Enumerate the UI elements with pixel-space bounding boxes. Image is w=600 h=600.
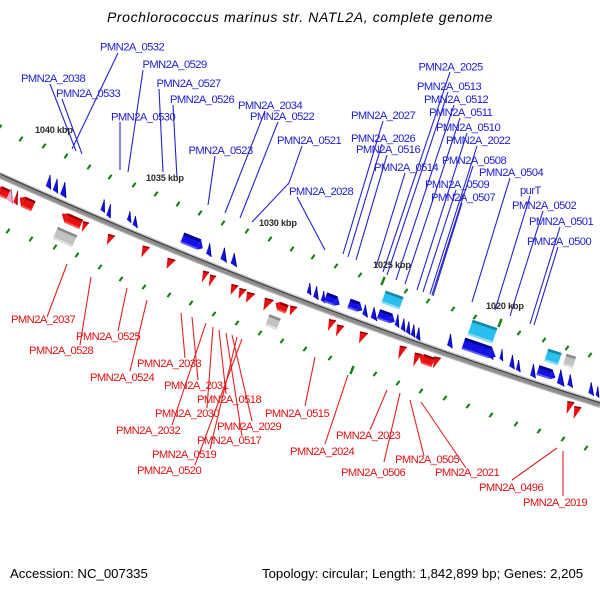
svg-text:PMN2A_0512: PMN2A_0512 [424, 94, 488, 106]
svg-text:PMN2A_0530: PMN2A_0530 [111, 112, 175, 124]
svg-text:PMN2A_2023: PMN2A_2023 [336, 430, 400, 442]
svg-text:PMN2A_0516: PMN2A_0516 [356, 144, 420, 156]
svg-text:1035 kbp: 1035 kbp [146, 173, 184, 183]
svg-text:PMN2A_2029: PMN2A_2029 [217, 421, 281, 433]
svg-text:PMN2A_0521: PMN2A_0521 [277, 135, 341, 147]
svg-text:PMN2A_0532: PMN2A_0532 [100, 42, 164, 54]
svg-text:PMN2A_0522: PMN2A_0522 [250, 111, 314, 123]
svg-text:PMN2A_0505: PMN2A_0505 [395, 454, 459, 466]
svg-text:PMN2A_0509: PMN2A_0509 [425, 179, 489, 191]
svg-text:purT: purT [520, 185, 542, 197]
svg-text:PMN2A_0511: PMN2A_0511 [429, 107, 493, 119]
svg-text:PMN2A_0525: PMN2A_0525 [76, 331, 140, 343]
svg-text:Topology: circular; Length: 1,: Topology: circular; Length: 1,842,899 bp… [262, 566, 583, 581]
svg-text:PMN2A_0507: PMN2A_0507 [431, 192, 495, 204]
svg-text:PMN2A_2022: PMN2A_2022 [446, 135, 510, 147]
svg-text:PMN2A_2034: PMN2A_2034 [238, 100, 302, 112]
svg-text:PMN2A_0520: PMN2A_0520 [137, 465, 201, 477]
svg-text:PMN2A_0519: PMN2A_0519 [152, 449, 216, 461]
svg-text:1040 kbp: 1040 kbp [35, 125, 73, 135]
svg-text:PMN2A_0502: PMN2A_0502 [512, 200, 576, 212]
svg-text:PMN2A_0508: PMN2A_0508 [442, 155, 506, 167]
svg-text:1020 kbp: 1020 kbp [486, 301, 524, 311]
svg-text:PMN2A_0523: PMN2A_0523 [189, 145, 253, 157]
svg-text:1030 kbp: 1030 kbp [259, 218, 297, 228]
svg-text:PMN2A_0515: PMN2A_0515 [265, 408, 329, 420]
svg-text:PMN2A_0526: PMN2A_0526 [170, 94, 234, 106]
svg-text:PMN2A_2030: PMN2A_2030 [155, 408, 219, 420]
svg-text:1025 kbp: 1025 kbp [373, 260, 411, 270]
svg-text:PMN2A_0513: PMN2A_0513 [417, 81, 481, 93]
svg-text:PMN2A_0500: PMN2A_0500 [527, 236, 591, 248]
svg-text:PMN2A_0496: PMN2A_0496 [479, 482, 543, 494]
svg-text:PMN2A_2026: PMN2A_2026 [351, 133, 415, 145]
svg-text:PMN2A_0518: PMN2A_0518 [197, 394, 261, 406]
svg-text:PMN2A_2028: PMN2A_2028 [289, 186, 353, 198]
svg-text:PMN2A_0517: PMN2A_0517 [197, 435, 261, 447]
svg-text:PMN2A_0528: PMN2A_0528 [29, 345, 93, 357]
svg-text:PMN2A_2021: PMN2A_2021 [435, 467, 499, 479]
svg-text:PMN2A_0533: PMN2A_0533 [56, 88, 120, 100]
svg-text:PMN2A_2024: PMN2A_2024 [290, 446, 354, 458]
svg-text:PMN2A_0506: PMN2A_0506 [341, 467, 405, 479]
svg-text:PMN2A_0514: PMN2A_0514 [374, 162, 438, 174]
svg-text:Prochlorococcus marinus str. N: Prochlorococcus marinus str. NATL2A, com… [107, 9, 493, 25]
svg-text:PMN2A_2031: PMN2A_2031 [164, 380, 228, 392]
svg-text:PMN2A_0501: PMN2A_0501 [529, 216, 593, 228]
svg-text:PMN2A_2032: PMN2A_2032 [116, 425, 180, 437]
svg-text:PMN2A_0504: PMN2A_0504 [479, 167, 543, 179]
svg-text:PMN2A_2025: PMN2A_2025 [419, 62, 483, 74]
svg-text:PMN2A_0529: PMN2A_0529 [143, 59, 207, 71]
svg-text:PMN2A_2037: PMN2A_2037 [11, 314, 75, 326]
svg-text:PMN2A_2033: PMN2A_2033 [137, 358, 201, 370]
svg-text:PMN2A_0524: PMN2A_0524 [90, 372, 154, 384]
svg-text:Accession: NC_007335: Accession: NC_007335 [10, 566, 148, 581]
svg-text:PMN2A_2019: PMN2A_2019 [523, 497, 587, 509]
svg-text:PMN2A_2038: PMN2A_2038 [21, 73, 85, 85]
svg-text:PMN2A_0527: PMN2A_0527 [157, 78, 221, 90]
svg-text:PMN2A_2027: PMN2A_2027 [351, 110, 415, 122]
svg-text:PMN2A_0510: PMN2A_0510 [436, 122, 500, 134]
